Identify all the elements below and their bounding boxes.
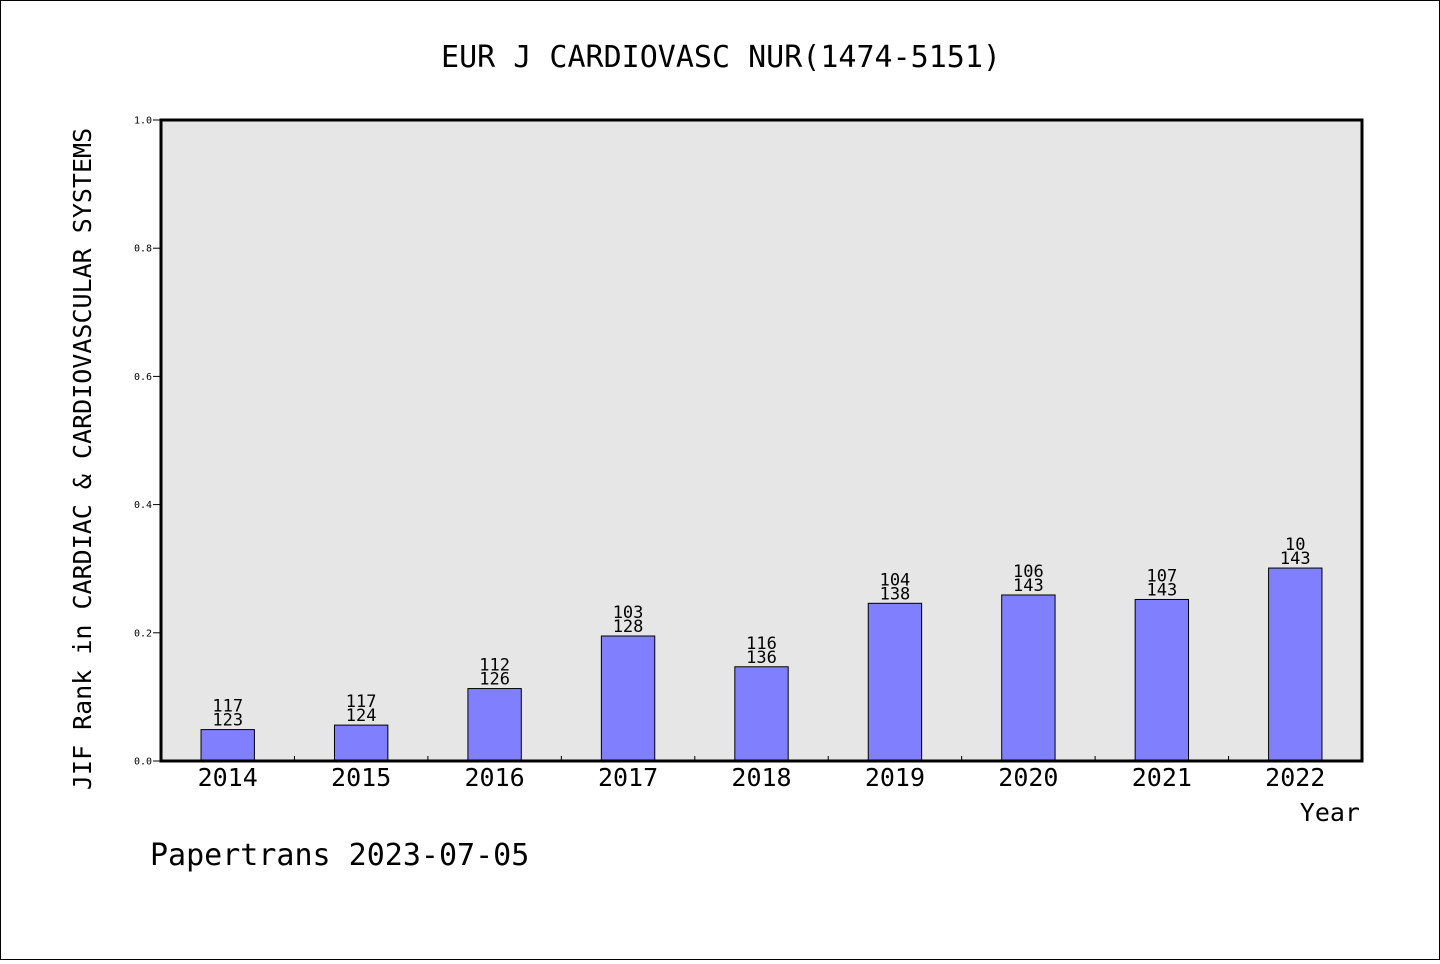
bar-2016 xyxy=(467,688,522,762)
bar-2022 xyxy=(1268,567,1323,762)
bar-2019 xyxy=(867,602,923,762)
x-tick-label: 2017 xyxy=(598,763,658,792)
bar-rank-label: 10 xyxy=(1285,535,1305,555)
bar-total-label: 136 xyxy=(746,648,777,668)
bar-2020 xyxy=(1001,594,1056,762)
bar-2018 xyxy=(734,666,789,762)
x-tick-label: 2020 xyxy=(998,763,1058,792)
x-tick-label: 2019 xyxy=(865,763,925,792)
bar-rank-label: 107 xyxy=(1146,566,1177,586)
bar-2015 xyxy=(333,724,389,762)
x-axis-ticks: 2014 2015 2016 2017 2018 2019 2020 2021 2022 xyxy=(198,756,1325,792)
y-tick-label: 0.6 xyxy=(134,372,152,383)
x-tick-label: 2016 xyxy=(465,763,525,792)
bar-total-label: 124 xyxy=(346,706,377,726)
bar-2017 xyxy=(600,635,656,762)
bar-total-label: 138 xyxy=(880,584,911,604)
bar-total-label: 143 xyxy=(1280,549,1311,569)
x-tick-label: 2014 xyxy=(198,763,258,792)
data-labels-group: 1171231171241121261031281161361041381061… xyxy=(212,535,1310,731)
bar-2014 xyxy=(200,729,255,762)
x-tick-label: 2021 xyxy=(1132,763,1192,792)
y-tick-label: 0.8 xyxy=(134,244,152,255)
chart-title: EUR J CARDIOVASC NUR(1474-5151) xyxy=(441,40,1001,75)
bar-2021 xyxy=(1134,598,1190,762)
x-tick-label: 2018 xyxy=(731,763,791,792)
x-tick-label: 2022 xyxy=(1265,763,1325,792)
y-axis-label: JIF Rank in CARDIAC & CARDIOVASCULAR SYS… xyxy=(68,128,97,790)
x-axis-label: Year xyxy=(1300,798,1360,827)
bar-rank-label: 117 xyxy=(212,697,243,717)
bar-total-label: 143 xyxy=(1146,580,1177,600)
y-axis-ticks: 0.0 0.2 0.4 0.6 0.8 1.0 xyxy=(134,116,161,768)
footer-text: Papertrans 2023-07-05 xyxy=(150,838,529,873)
bar-rank-label: 116 xyxy=(746,634,777,654)
bar-total-label: 128 xyxy=(613,617,644,637)
y-tick-label: 0.2 xyxy=(134,628,152,639)
bar-rank-label: 106 xyxy=(1013,562,1044,582)
bar-total-label: 123 xyxy=(212,711,243,731)
bar-rank-label: 104 xyxy=(880,570,911,590)
bar-rank-label: 112 xyxy=(479,656,510,676)
plot-border xyxy=(159,118,1364,763)
y-tick-label: 0.4 xyxy=(134,500,152,511)
bar-rank-label: 117 xyxy=(346,692,377,712)
bar-rank-label: 103 xyxy=(613,603,644,623)
bar-total-label: 126 xyxy=(479,670,510,690)
y-tick-label: 1.0 xyxy=(134,116,152,127)
y-tick-label: 0.0 xyxy=(134,757,152,768)
x-tick-label: 2015 xyxy=(331,763,391,792)
bar-total-label: 143 xyxy=(1013,576,1044,596)
bars-group xyxy=(200,567,1323,762)
